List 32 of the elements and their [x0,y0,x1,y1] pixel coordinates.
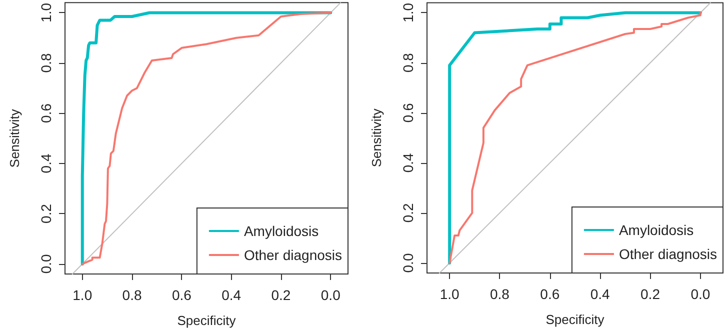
x-tick-label: 0.6 [540,286,560,302]
x-tick-label: 0.0 [320,287,341,303]
x-tick-label: 0.4 [222,287,242,303]
x-axis-title: Specificity [546,312,605,327]
x-tick-label: 0.4 [590,286,610,302]
y-tick-label: 0.6 [400,102,416,123]
legend-label: Amyloidosis [244,223,319,239]
y-tick-label: 0.8 [400,52,416,73]
x-tick-label: 0.0 [690,286,710,302]
y-axis-title: Sensitivity [369,108,384,168]
x-tick-label: 1.0 [440,286,460,302]
x-tick-label: 0.8 [122,287,142,303]
x-tick-label: 0.2 [271,287,291,303]
y-tick-label: 1.0 [38,2,54,22]
y-tick-label: 0.2 [38,204,54,224]
y-tick-label: 0.4 [38,154,54,174]
y-tick-label: 0.8 [38,53,54,73]
legend-label: Other diagnosis [618,246,718,262]
y-tick-label: 0.0 [400,253,416,273]
x-tick-label: 0.6 [172,287,192,303]
y-axis-title: Sensitivity [7,108,22,168]
x-tick-label: 0.8 [490,286,510,302]
y-tick-label: 0.4 [400,152,416,173]
x-tick-label: 0.2 [640,286,660,302]
legend-label: Amyloidosis [618,222,694,238]
legend-label: Other diagnosis [244,247,342,263]
y-tick-label: 0.0 [38,254,54,274]
x-tick-label: 1.0 [72,287,92,303]
y-tick-label: 1.0 [400,2,416,22]
y-tick-label: 0.2 [400,202,416,223]
y-tick-label: 0.6 [38,103,54,123]
x-axis-title: Specificity [177,313,236,328]
